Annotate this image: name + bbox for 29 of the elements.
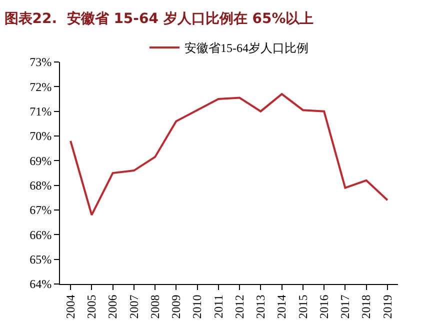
x-tick-label: 2012	[232, 294, 246, 319]
line-series	[70, 93, 388, 216]
y-tick-label: 72%	[30, 80, 52, 94]
x-tick-label: 2005	[84, 294, 99, 319]
y-tick-label: 67%	[30, 203, 52, 218]
x-tick-label: 2016	[316, 294, 331, 319]
x-tick-label: 2004	[63, 294, 78, 319]
x-tick-label: 2008	[148, 294, 162, 319]
x-tick-label: 2017	[338, 294, 352, 319]
y-tick-label: 65%	[30, 252, 52, 267]
chart-title: 图表22. 安徽省 15-64 岁人口比例在 65%以上	[4, 10, 314, 28]
y-tick-label: 70%	[30, 129, 52, 144]
x-tick-label: 2015	[296, 294, 310, 319]
y-tick-label: 73%	[30, 55, 52, 70]
x-tick-label: 2014	[274, 294, 289, 319]
x-tick-label: 2011	[211, 294, 226, 318]
x-tick-label: 2009	[169, 294, 184, 319]
x-tick-label: 2010	[190, 294, 204, 319]
x-tick-label: 2018	[359, 294, 374, 319]
x-tick-label: 2013	[254, 294, 268, 319]
x-tick-label: 2019	[380, 294, 394, 319]
x-tick-label: 2006	[106, 294, 120, 319]
y-tick-label: 66%	[30, 228, 52, 242]
legend-label: 安徽省15-64岁人口比例	[184, 41, 308, 56]
y-tick-label: 71%	[30, 104, 52, 119]
x-tick-label: 2007	[126, 294, 141, 319]
y-tick-label: 68%	[30, 178, 52, 193]
y-tick-label: 64%	[30, 277, 52, 292]
y-tick-label: 69%	[30, 154, 52, 168]
